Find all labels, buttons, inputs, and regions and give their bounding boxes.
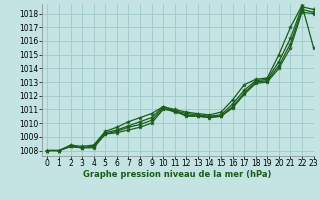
X-axis label: Graphe pression niveau de la mer (hPa): Graphe pression niveau de la mer (hPa) [84,170,272,179]
